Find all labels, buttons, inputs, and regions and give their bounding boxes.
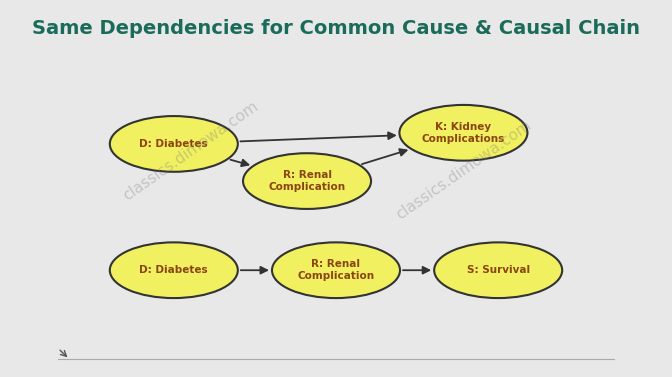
Ellipse shape bbox=[399, 105, 528, 161]
Ellipse shape bbox=[110, 116, 238, 172]
Text: R: Renal
Complication: R: Renal Complication bbox=[269, 170, 345, 192]
Text: D: Diabetes: D: Diabetes bbox=[140, 265, 208, 275]
Text: R: Renal
Complication: R: Renal Complication bbox=[298, 259, 374, 281]
Ellipse shape bbox=[110, 242, 238, 298]
Ellipse shape bbox=[243, 153, 371, 209]
Text: classics.dimowa.com: classics.dimowa.com bbox=[393, 118, 534, 222]
Text: Same Dependencies for Common Cause & Causal Chain: Same Dependencies for Common Cause & Cau… bbox=[32, 19, 640, 38]
Text: classics.dimowa.com: classics.dimowa.com bbox=[121, 99, 261, 204]
Ellipse shape bbox=[434, 242, 562, 298]
Text: K: Kidney
Complications: K: Kidney Complications bbox=[422, 122, 505, 144]
Text: D: Diabetes: D: Diabetes bbox=[140, 139, 208, 149]
Text: S: Survival: S: Survival bbox=[466, 265, 530, 275]
Ellipse shape bbox=[272, 242, 400, 298]
